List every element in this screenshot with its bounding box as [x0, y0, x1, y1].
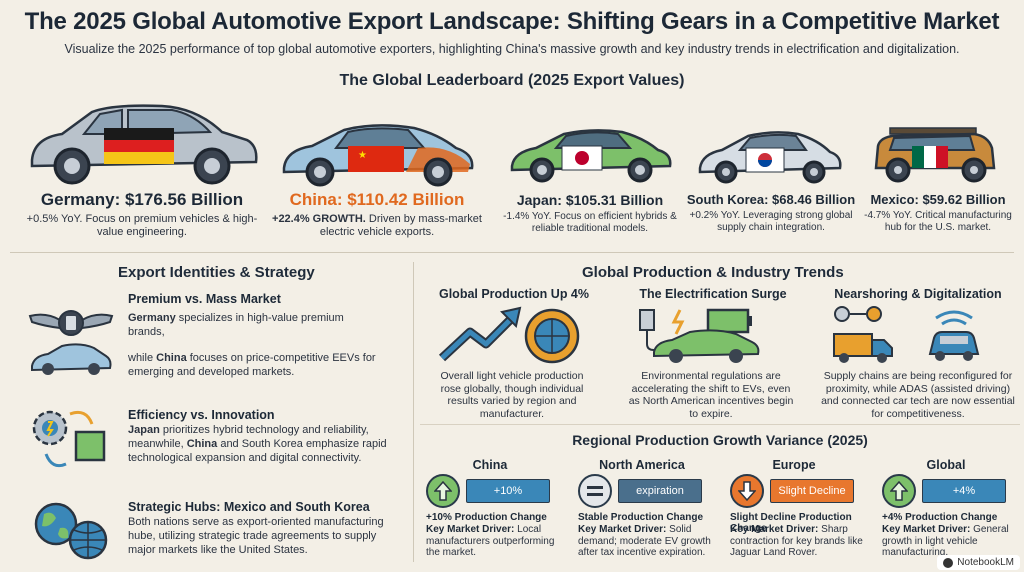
growth-arrow-icon [436, 304, 586, 371]
germany-car-illustration [22, 100, 262, 190]
strategy-premium-head: Premium vs. Mass Market [128, 292, 281, 306]
leaderboard-title: The Global Leaderboard (2025 Export Valu… [339, 72, 685, 89]
exporter-japan-desc: Focus on efficient hybrids & reliable tr… [531, 211, 677, 234]
ev-car-icon [28, 342, 114, 381]
region-name: Global [926, 458, 966, 472]
ev-charging-icon [636, 304, 776, 371]
exporter-china: China: $110.42 Billion +22.4% GROWTH. Dr… [272, 190, 482, 239]
exporter-korea-growth: +0.2% YoY. [689, 210, 741, 221]
up-arrow-icon [426, 474, 460, 508]
region-bar: Slight Decline [770, 479, 854, 503]
exporter-china-desc: Driven by mass-market electric vehicle e… [319, 213, 482, 239]
strategy-efficiency-text: Japan prioritizes hybrid technology and … [128, 424, 387, 464]
exporter-mexico-desc: Critical manufacturing hub for the U.S. … [884, 210, 1012, 233]
wings-badge-icon [26, 306, 116, 345]
region-change: +4% Production Change [882, 512, 998, 523]
gear-chip-icon [26, 404, 116, 481]
equals-icon [578, 474, 612, 508]
trend-electrification-text: Environmental regulations are accelerati… [628, 370, 794, 420]
strategy-efficiency-head: Efficiency vs. Innovation [128, 408, 275, 422]
regional-title: Regional Production Growth Variance (202… [572, 432, 868, 448]
region-bar: expiration [618, 479, 702, 503]
region-bar: +4% [922, 479, 1006, 503]
trend-nearshoring-text: Supply chains are being reconfigured for… [821, 370, 1015, 420]
exporter-mexico-growth: -4.7% YoY. [864, 210, 913, 221]
region-name: Europe [772, 458, 816, 472]
region-change: Stable Production Change [578, 512, 704, 523]
strategy-hubs-head: Strategic Hubs: Mexico and South Korea [128, 500, 370, 514]
column-divider [413, 262, 414, 562]
region-driver: Key Market Driver: Local manufacturers o… [426, 524, 555, 558]
exporter-germany-growth: +0.5% YoY. [26, 213, 83, 225]
truck-icon [830, 304, 900, 371]
exporter-korea-desc: Leveraging strong global supply chain in… [717, 210, 853, 233]
region-driver: Key Market Driver: Sharp contraction for… [730, 524, 863, 558]
china-car-illustration: ★ [278, 118, 478, 188]
exporter-south-korea: South Korea: $68.46 Billion +0.2% YoY. L… [686, 192, 856, 234]
japan-car-illustration [506, 124, 676, 184]
notebooklm-badge: NotebookLM [937, 555, 1020, 570]
notebooklm-badge-label: NotebookLM [957, 557, 1014, 568]
section-divider [10, 252, 1014, 253]
regional-divider [420, 424, 1020, 425]
region-driver: Key Market Driver: Solid demand; moderat… [578, 524, 711, 558]
up-arrow-icon [882, 474, 916, 508]
region-driver: Key Market Driver: General growth in lig… [882, 524, 1009, 558]
trend-nearshoring-head: Nearshoring & Digitalization [834, 287, 1002, 301]
connected-car-icon [922, 304, 986, 371]
exporter-korea-name: South Korea: $68.46 Billion [686, 192, 856, 207]
exporter-china-name: China: $110.42 Billion [289, 190, 465, 209]
down-arrow-icon [730, 474, 764, 508]
region-bar: +10% [466, 479, 550, 503]
exporter-japan-growth: -1.4% YoY. [503, 211, 552, 222]
exporter-germany: Germany: $176.56 Billion +0.5% YoY. Focu… [22, 190, 262, 239]
notebooklm-logo-icon [943, 557, 954, 568]
region-name: North America [599, 458, 685, 472]
region-name: China [472, 458, 508, 472]
region-change: Slight Decline Production Change [730, 512, 852, 534]
trends-title: Global Production & Industry Trends [582, 264, 844, 281]
page-subtitle: Visualize the 2025 performance of top gl… [64, 42, 960, 56]
exporter-mexico: Mexico: $59.62 Billion -4.7% YoY. Critic… [858, 192, 1018, 234]
strategy-premium-text1: Germany specializes in high-value premiu… [128, 312, 344, 338]
strategy-hubs-text: Both nations serve as export-oriented ma… [128, 516, 384, 556]
exporter-japan-name: Japan: $105.31 Billion [516, 192, 664, 208]
trend-production-text: Overall light vehicle production rose gl… [440, 370, 584, 420]
page-title: The 2025 Global Automotive Export Landsc… [24, 8, 1000, 35]
exporter-japan: Japan: $105.31 Billion -1.4% YoY. Focus … [495, 192, 685, 235]
exporter-germany-name: Germany: $176.56 Billion [40, 190, 244, 209]
exporter-germany-desc: Focus on premium vehicles & high-value e… [85, 213, 258, 239]
globe-icon [30, 498, 114, 567]
strategy-title: Export Identities & Strategy [118, 264, 315, 281]
region-change: +10% Production Change [426, 512, 547, 523]
svg-text:★: ★ [358, 150, 367, 161]
exporter-china-growth: +22.4% GROWTH. [272, 213, 366, 225]
trend-electrification-head: The Electrification Surge [639, 287, 787, 301]
exporter-mexico-name: Mexico: $59.62 Billion [870, 192, 1006, 207]
trend-production-head: Global Production Up 4% [438, 287, 589, 301]
mexico-car-illustration [870, 122, 1000, 184]
strategy-premium-text2: while China focuses on price-competitive… [128, 352, 376, 378]
korea-car-illustration [694, 128, 844, 184]
